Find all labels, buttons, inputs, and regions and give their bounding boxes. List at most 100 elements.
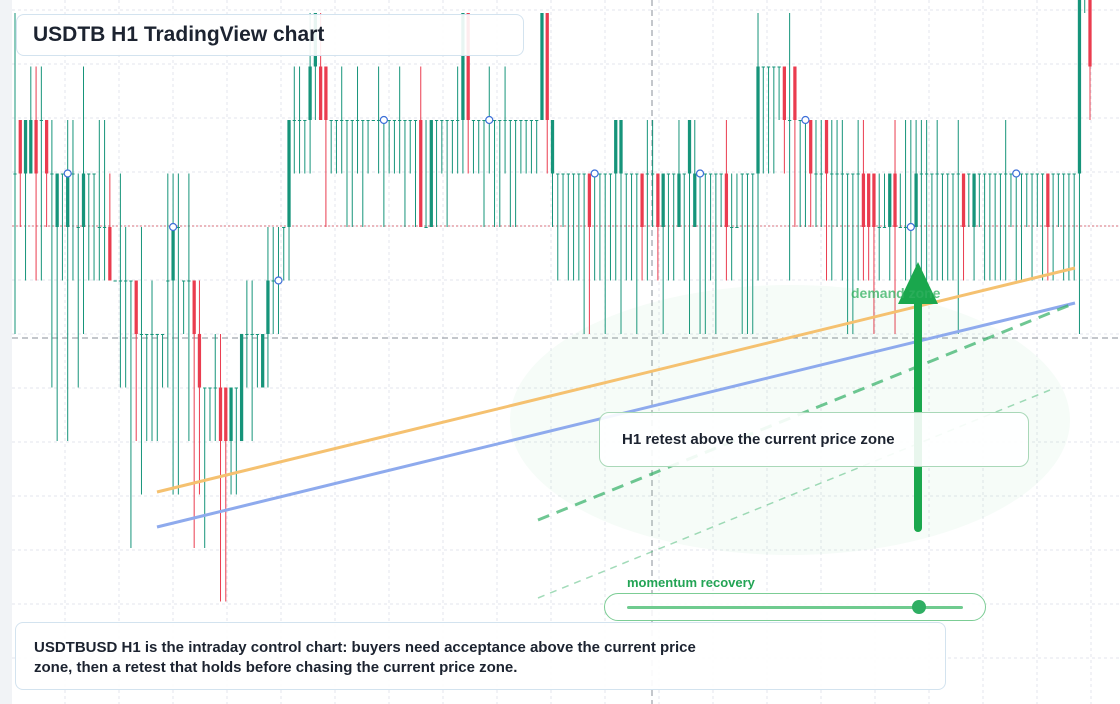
candle-body [387,120,391,121]
candle-body [498,120,502,121]
candle-body [308,66,312,120]
candle-body [355,120,360,121]
candle-body [1072,173,1076,175]
upward-arrow-head [898,262,938,304]
momentum-gauge [604,593,986,621]
candle-body [1040,173,1045,175]
swing-marker [274,276,283,285]
candle-body [29,120,33,174]
candle-body [598,173,602,175]
candle-body [798,120,802,121]
candle-body [303,120,307,121]
candle-body [940,173,945,175]
candle-body [429,120,433,227]
candle-body [255,334,260,335]
candle-body [882,227,887,228]
candle-body [751,173,755,175]
candle-body [239,334,244,441]
candle-body [160,334,165,335]
candle-body [898,227,902,228]
candle-body [350,120,354,121]
candle-body [845,173,850,175]
candle-body [624,173,628,175]
candle-body [666,173,671,175]
candle-body [445,120,449,121]
candle-body [708,173,713,175]
candle-body [571,173,576,175]
candle-body [403,120,407,121]
candle-body [23,120,28,174]
candle-body [1004,173,1008,175]
candle-body [756,66,760,174]
swing-marker [485,115,494,125]
candle-body [830,173,834,175]
swing-marker [801,115,810,125]
candle-body [835,173,839,175]
candle-body [930,173,934,175]
candle-body [287,120,291,227]
candle-body [766,66,771,68]
candle-body [977,173,981,175]
candle-body [903,227,908,228]
note-text: USDTBUSD H1 is the intraday control char… [34,639,696,676]
candle-body [745,173,750,175]
candle-body [213,387,217,389]
candle-body [181,280,186,282]
candle-body [988,173,992,175]
swing-marker [63,169,72,178]
candle-body [640,173,644,227]
candle-body [39,120,43,121]
candle-body [519,120,523,121]
candle-body [434,120,439,121]
candle-body [550,120,555,174]
candle-body [529,120,534,121]
candle-body [740,173,744,175]
candle-body [656,173,660,227]
candle-body [819,173,823,175]
candle-body [1088,0,1092,67]
candle-body [1067,173,1071,175]
candle-body [888,173,892,227]
candle-body [171,227,175,281]
candle-body [661,173,665,227]
candle-body [34,120,38,174]
candle-body [345,120,349,121]
candle-body [677,173,681,227]
candle-body [113,280,117,282]
candle-body [461,13,465,120]
swing-marker [379,115,388,125]
candle-body [919,173,924,175]
candle-body [87,173,91,175]
candle-body [724,173,729,227]
candle-body [334,120,339,121]
candle-body [492,120,497,121]
candle-body [608,173,613,175]
candle-body [471,120,476,121]
candle-body [719,173,723,175]
candle-body [872,173,876,227]
candle-body [340,120,344,121]
note-card: USDTBUSD H1 is the intraday control char… [15,622,946,690]
candle-body [108,227,112,281]
candle-body [703,173,707,175]
candle-body [851,173,855,175]
swing-marker [168,222,178,232]
candle-body [925,173,929,175]
candle-body [861,173,866,227]
candle-body [582,173,586,175]
candle-body [772,66,776,68]
candle-body [392,120,397,121]
candle-body [914,173,918,227]
candle-body [824,120,829,174]
candle-body [545,13,549,120]
candle-body [629,173,634,175]
candle-body [951,173,955,175]
candle-body [424,227,428,228]
retest-callout: H1 retest above the current price zone [599,412,1029,467]
momentum-bar [627,606,963,609]
candle-body [97,227,101,228]
candle-body [150,334,154,335]
candle-body [503,120,507,121]
candle-body [145,334,149,335]
swing-marker [1012,169,1021,178]
